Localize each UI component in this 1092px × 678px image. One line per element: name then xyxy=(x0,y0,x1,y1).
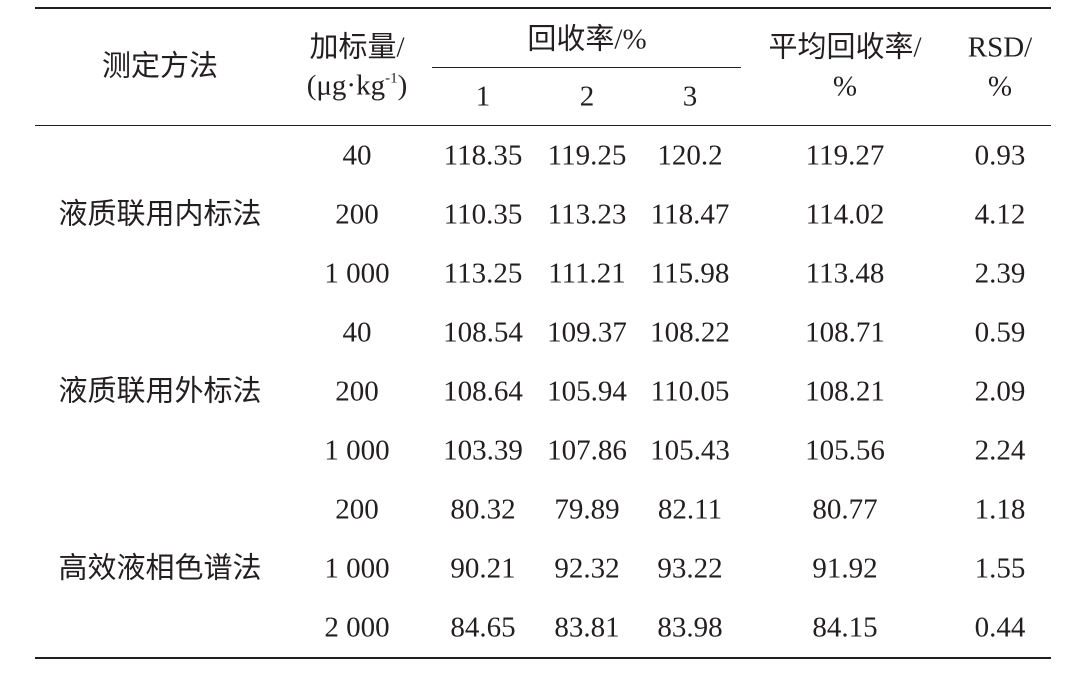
run-cell: 83.81 xyxy=(554,611,620,644)
header-run: 1 xyxy=(475,80,491,113)
average-cell: 108.21 xyxy=(805,375,885,408)
header-rsd-unit: % xyxy=(987,70,1013,103)
run-cell: 118.47 xyxy=(650,198,730,231)
run-cell: 84.65 xyxy=(450,611,516,644)
method-cell: 高效液相色谱法 xyxy=(58,552,262,585)
run-cell: 111.21 xyxy=(548,257,626,290)
spike-cell: 1 000 xyxy=(324,552,390,585)
run-cell: 103.39 xyxy=(443,434,523,467)
run-cell: 108.64 xyxy=(443,375,523,408)
method-cell: 液质联用内标法 xyxy=(58,198,262,231)
run-cell: 115.98 xyxy=(650,257,730,290)
run-cell: 92.32 xyxy=(554,552,620,585)
spike-cell: 200 xyxy=(335,198,379,231)
rsd-cell: 4.12 xyxy=(974,198,1026,231)
run-cell: 118.35 xyxy=(443,139,523,172)
run-cell: 90.21 xyxy=(450,552,516,585)
unit-text: (μg·kg xyxy=(306,69,386,102)
run-cell: 105.94 xyxy=(547,375,627,408)
average-cell: 91.92 xyxy=(812,552,878,585)
unit-text: ) xyxy=(397,69,408,102)
header-average-unit: % xyxy=(832,70,858,103)
run-cell: 120.2 xyxy=(657,139,723,172)
top-rule xyxy=(35,7,1051,9)
unit-sup: -1 xyxy=(385,70,398,87)
header-run: 2 xyxy=(579,80,595,113)
run-cell: 113.25 xyxy=(443,257,523,290)
average-cell: 84.15 xyxy=(812,611,878,644)
average-cell: 105.56 xyxy=(805,434,885,467)
run-cell: 107.86 xyxy=(547,434,627,467)
rsd-cell: 0.93 xyxy=(974,139,1026,172)
header-rule xyxy=(35,125,1051,126)
average-cell: 119.27 xyxy=(805,139,885,172)
rsd-cell: 1.18 xyxy=(974,493,1026,526)
run-cell: 110.35 xyxy=(443,198,523,231)
average-cell: 80.77 xyxy=(812,493,878,526)
rsd-cell: 1.55 xyxy=(974,552,1026,585)
run-cell: 108.54 xyxy=(443,316,523,349)
run-cell: 83.98 xyxy=(657,611,723,644)
spike-cell: 40 xyxy=(342,316,372,349)
header-method: 测定方法 xyxy=(101,50,219,83)
spike-cell: 1 000 xyxy=(324,434,390,467)
header-spike: 加标量/ xyxy=(309,31,405,64)
rsd-cell: 0.44 xyxy=(974,611,1026,644)
run-cell: 113.23 xyxy=(547,198,627,231)
run-cell: 93.22 xyxy=(657,552,723,585)
header-rsd: RSD/ xyxy=(967,31,1033,64)
rsd-cell: 2.09 xyxy=(974,375,1026,408)
run-cell: 79.89 xyxy=(554,493,620,526)
average-cell: 113.48 xyxy=(805,257,885,290)
spike-cell: 200 xyxy=(335,375,379,408)
rsd-cell: 2.24 xyxy=(974,434,1026,467)
spike-cell: 40 xyxy=(342,139,372,172)
bottom-rule xyxy=(35,657,1051,659)
run-cell: 119.25 xyxy=(547,139,627,172)
run-cell: 110.05 xyxy=(650,375,730,408)
run-cell: 108.22 xyxy=(650,316,730,349)
spike-cell: 2 000 xyxy=(324,611,390,644)
rsd-cell: 2.39 xyxy=(974,257,1026,290)
spike-cell: 1 000 xyxy=(324,257,390,290)
header-average: 平均回收率/ xyxy=(768,31,922,64)
spike-cell: 200 xyxy=(335,493,379,526)
header-run: 3 xyxy=(682,80,698,113)
rsd-cell: 0.59 xyxy=(974,316,1026,349)
recovery-rule xyxy=(432,67,741,68)
header-unit: (μg·kg-1) xyxy=(306,69,408,102)
method-cell: 液质联用外标法 xyxy=(58,375,262,408)
run-cell: 105.43 xyxy=(650,434,730,467)
average-cell: 108.71 xyxy=(805,316,885,349)
average-cell: 114.02 xyxy=(805,198,885,231)
run-cell: 82.11 xyxy=(657,493,723,526)
header-recovery: 回收率/% xyxy=(527,23,647,56)
run-cell: 109.37 xyxy=(547,316,627,349)
run-cell: 80.32 xyxy=(450,493,516,526)
